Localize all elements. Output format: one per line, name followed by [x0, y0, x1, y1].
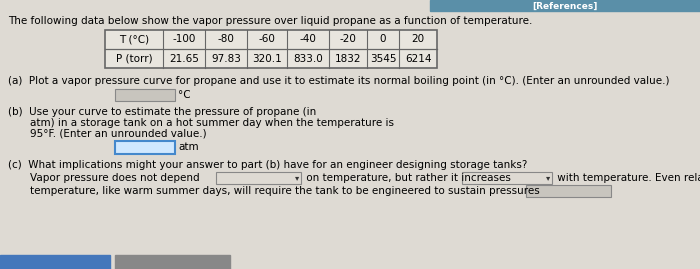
Bar: [216, 172, 301, 184]
Bar: [430, 0, 700, 11]
Text: -60: -60: [258, 34, 275, 44]
Text: 320.1: 320.1: [252, 54, 282, 63]
Bar: [105, 30, 437, 68]
Text: 20: 20: [412, 34, 425, 44]
Text: ▾: ▾: [295, 174, 300, 182]
Text: T (°C): T (°C): [119, 34, 149, 44]
Text: (c)  What implications might your answer to part (b) have for an engineer design: (c) What implications might your answer …: [8, 160, 527, 170]
Text: °C: °C: [178, 90, 190, 100]
Text: [References]: [References]: [532, 2, 598, 10]
Text: P (torr): P (torr): [116, 54, 153, 63]
Text: 95°F. (Enter an unrounded value.): 95°F. (Enter an unrounded value.): [30, 129, 206, 139]
Text: (b)  Use your curve to estimate the pressure of propane (in: (b) Use your curve to estimate the press…: [8, 107, 316, 117]
Bar: [0, 255, 110, 269]
Text: 1832: 1832: [335, 54, 361, 63]
Bar: [526, 185, 611, 197]
Text: 6214: 6214: [405, 54, 431, 63]
Text: on temperature, but rather it increases: on temperature, but rather it increases: [303, 173, 511, 183]
Text: with temperature. Even rela: with temperature. Even rela: [554, 173, 700, 183]
Text: atm: atm: [178, 143, 199, 153]
Bar: [115, 89, 175, 101]
Text: -100: -100: [172, 34, 196, 44]
Text: 3545: 3545: [370, 54, 396, 63]
Text: (a)  Plot a vapor pressure curve for propane and use it to estimate its normal b: (a) Plot a vapor pressure curve for prop…: [8, 76, 669, 86]
Bar: [105, 30, 437, 68]
Text: 0: 0: [379, 34, 386, 44]
Text: temperature, like warm summer days, will require the tank to be engineered to su: temperature, like warm summer days, will…: [30, 186, 540, 196]
Bar: [115, 141, 175, 154]
Text: Vapor pressure does not depend: Vapor pressure does not depend: [30, 173, 200, 183]
Text: 833.0: 833.0: [293, 54, 323, 63]
Text: -80: -80: [218, 34, 234, 44]
Text: -40: -40: [300, 34, 316, 44]
Bar: [115, 255, 230, 269]
Text: atm) in a storage tank on a hot summer day when the temperature is: atm) in a storage tank on a hot summer d…: [30, 118, 394, 128]
Text: -20: -20: [340, 34, 356, 44]
Text: 21.65: 21.65: [169, 54, 199, 63]
Text: The following data below show the vapor pressure over liquid propane as a functi: The following data below show the vapor …: [8, 16, 533, 26]
Text: ▾: ▾: [546, 174, 550, 182]
Text: 97.83: 97.83: [211, 54, 241, 63]
Bar: [462, 172, 552, 184]
